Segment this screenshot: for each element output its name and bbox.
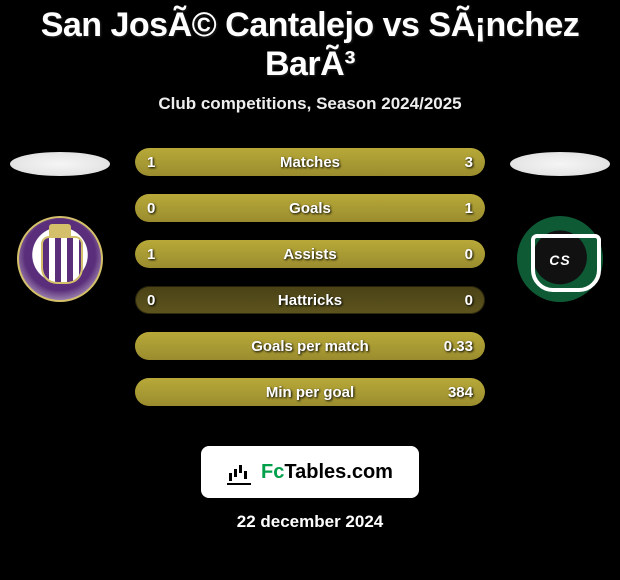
bar-chart-icon	[227, 461, 255, 483]
page-title: San JosÃ© Cantalejo vs SÃ¡nchez BarÃ³	[0, 0, 620, 84]
brand-prefix: Fc	[261, 461, 284, 483]
stat-row: 01Goals	[135, 194, 485, 222]
stat-value-right: 0	[465, 286, 473, 314]
stat-row: 0 0Hattricks	[135, 286, 485, 314]
stat-value-left: 0	[147, 286, 155, 314]
player-right-column	[500, 148, 620, 302]
date-label: 22 december 2024	[0, 512, 620, 532]
stat-bar-left	[135, 240, 485, 268]
stat-row: 0.33Goals per match	[135, 332, 485, 360]
player-left-silhouette	[10, 152, 110, 176]
player-left-club-crest	[17, 216, 103, 302]
stat-row: 10Assists	[135, 240, 485, 268]
brand-suffix: Tables.com	[284, 461, 393, 483]
stat-bar-right	[135, 332, 485, 360]
stat-bar-right	[223, 148, 486, 176]
player-right-silhouette	[510, 152, 610, 176]
player-left-column	[0, 148, 120, 302]
stat-row: 13Matches	[135, 148, 485, 176]
stat-bar-right	[135, 378, 485, 406]
comparison-panel: 13Matches 01Goals 10Assists 0 0Hattricks 0.33…	[0, 148, 620, 418]
stat-label: Hattricks	[135, 286, 485, 314]
stats-list: 13Matches 01Goals 10Assists 0 0Hattricks 0.33…	[135, 148, 485, 424]
fctables-brand-text: FcTables.com	[261, 461, 393, 484]
stat-row: 384Min per goal	[135, 378, 485, 406]
subtitle: Club competitions, Season 2024/2025	[0, 94, 620, 114]
stat-bar-right	[135, 194, 485, 222]
stat-bar-left	[135, 148, 223, 176]
fctables-watermark: FcTables.com	[201, 446, 419, 498]
player-right-club-crest	[517, 216, 603, 302]
